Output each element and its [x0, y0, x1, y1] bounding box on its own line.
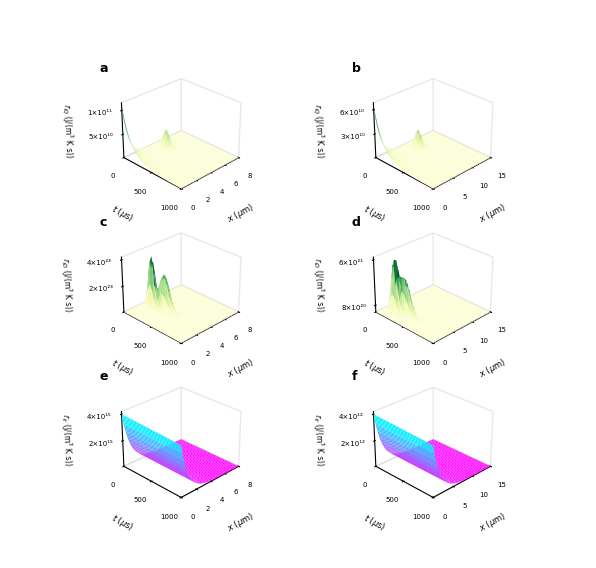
Y-axis label: $t$ ($\mu$s): $t$ ($\mu$s) [108, 511, 135, 534]
Y-axis label: $t$ ($\mu$s): $t$ ($\mu$s) [361, 357, 387, 379]
Text: f: f [352, 370, 357, 383]
Text: c: c [100, 216, 107, 229]
Text: e: e [100, 370, 108, 383]
X-axis label: $x$ ($\mu$m): $x$ ($\mu$m) [476, 201, 508, 227]
Y-axis label: $t$ ($\mu$s): $t$ ($\mu$s) [108, 357, 135, 379]
X-axis label: $x$ ($\mu$m): $x$ ($\mu$m) [476, 510, 508, 535]
Y-axis label: $t$ ($\mu$s): $t$ ($\mu$s) [361, 202, 387, 225]
X-axis label: $x$ ($\mu$m): $x$ ($\mu$m) [476, 356, 508, 381]
Y-axis label: $t$ ($\mu$s): $t$ ($\mu$s) [108, 202, 135, 225]
X-axis label: $x$ ($\mu$m): $x$ ($\mu$m) [224, 356, 256, 381]
X-axis label: $x$ ($\mu$m): $x$ ($\mu$m) [224, 510, 256, 535]
Y-axis label: $t$ ($\mu$s): $t$ ($\mu$s) [361, 511, 387, 534]
Text: b: b [352, 62, 361, 75]
Text: d: d [352, 216, 361, 229]
X-axis label: $x$ ($\mu$m): $x$ ($\mu$m) [224, 201, 256, 227]
Text: a: a [100, 62, 108, 75]
